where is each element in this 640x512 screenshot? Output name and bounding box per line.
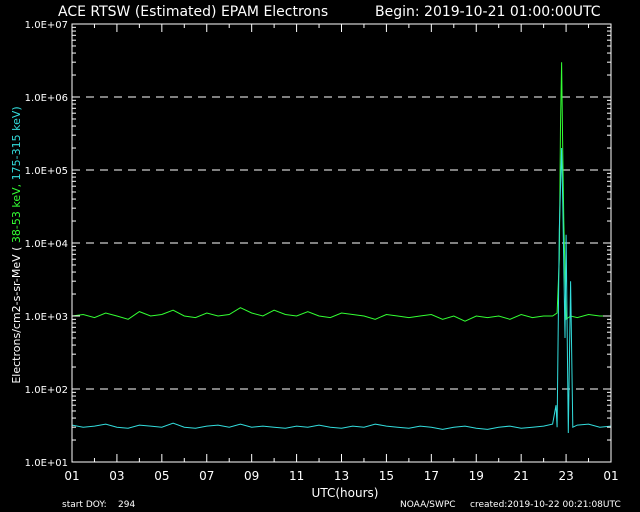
source-label: NOAA/SWPC (400, 500, 456, 510)
begin-timestamp: Begin: 2019-10-21 01:00:00UTC (375, 4, 601, 20)
x-tick-label: 07 (199, 469, 214, 483)
x-axis-ticks: 01 03 05 07 09 11 13 15 17 19 21 23 01 (64, 24, 619, 483)
y-tick-label: 1.0E+05 (25, 166, 68, 177)
x-tick-label: 23 (558, 469, 573, 483)
x-tick-label: 11 (289, 469, 304, 483)
chart-title: ACE RTSW (Estimated) EPAM Electrons (58, 4, 328, 20)
series-line-38-53-kev (71, 62, 611, 322)
x-axis-label: UTC(hours) (312, 486, 379, 500)
start-doy-label: start DOY: (62, 500, 107, 510)
y-axis-label: Electrons/cm2-s-sr-MeV ( 38-53 keV, 175-… (10, 106, 23, 383)
y-tick-label: 1.0E+02 (25, 385, 68, 396)
start-doy-value: 294 (118, 500, 135, 510)
x-tick-label: 03 (109, 469, 124, 483)
x-tick-label: 15 (379, 469, 394, 483)
x-tick-label: 13 (334, 469, 349, 483)
y-tick-label: 1.0E+07 (25, 20, 68, 31)
data-series (71, 62, 612, 434)
y-axis-label-part: 38-53 keV, (10, 184, 23, 243)
x-tick-label: 01 (64, 469, 79, 483)
gridlines (72, 96, 611, 390)
x-tick-label: 21 (514, 469, 529, 483)
y-axis-label-part: Electrons/cm2-s-sr-MeV ( (10, 243, 23, 384)
series-line-175-315-kev (71, 147, 612, 434)
x-tick-label: 19 (469, 469, 484, 483)
y-tick-label: 1.0E+06 (25, 93, 68, 104)
y-tick-label: 1.0E+01 (25, 458, 68, 469)
x-tick-label: 09 (244, 469, 259, 483)
y-tick-label: 1.0E+03 (25, 312, 68, 323)
x-tick-label: 17 (424, 469, 439, 483)
x-tick-label: 05 (154, 469, 169, 483)
y-axis-ticks: 1.0E+01 1.0E+02 1.0E+03 1.0E+04 1.0E+05 1.0E+… (25, 20, 611, 469)
created-timestamp: created:2019-10-22 00:21:08UTC (470, 500, 621, 510)
x-tick-label: 01 (603, 469, 618, 483)
y-axis-label-part: 175-315 keV) (10, 106, 23, 184)
y-tick-label: 1.0E+04 (25, 239, 68, 250)
